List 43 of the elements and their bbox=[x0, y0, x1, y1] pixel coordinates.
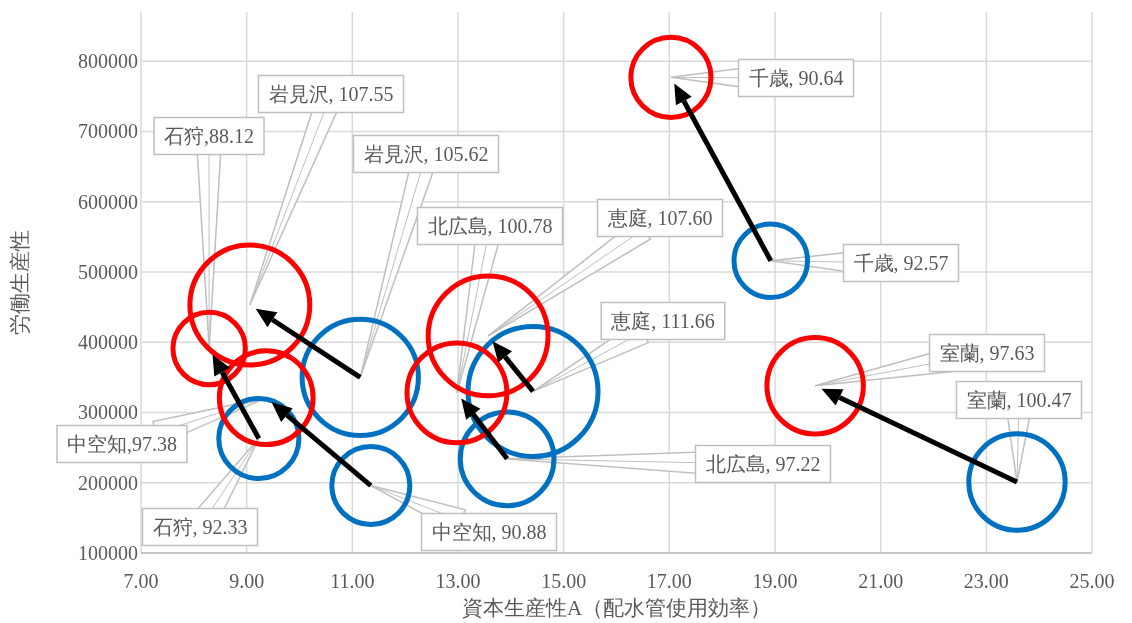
y-tick-label: 800000 bbox=[78, 50, 138, 73]
y-tick-label: 700000 bbox=[78, 120, 138, 143]
annotation: 岩見沢, 105.62 bbox=[363, 143, 489, 165]
annotation: 恵庭, 107.60 bbox=[606, 207, 713, 229]
callout: 恵庭, 111.66 bbox=[532, 301, 726, 393]
y-tick-label: 300000 bbox=[78, 401, 138, 424]
callout: 室蘭, 100.47 bbox=[955, 380, 1083, 483]
x-tick-label: 9.00 bbox=[229, 570, 265, 592]
x-axis-title: 資本生産性A（配水管使用効率） bbox=[461, 596, 772, 620]
x-tick-label: 13.00 bbox=[435, 570, 481, 592]
annotation: 北広島, 100.78 bbox=[427, 215, 553, 237]
annotation: 中空知, 90.88 bbox=[431, 521, 547, 543]
annotation: 石狩,88.12 bbox=[164, 125, 254, 147]
y-tick-label: 600000 bbox=[78, 190, 138, 213]
annotation: 中空知,97.38 bbox=[67, 433, 177, 455]
x-tick-label: 17.00 bbox=[646, 570, 692, 592]
y-axis-title: 労働生産性 bbox=[8, 230, 32, 335]
annotation: 千歳, 90.64 bbox=[748, 67, 844, 89]
x-tick-label: 23.00 bbox=[963, 570, 1009, 592]
annotation: 石狩, 92.33 bbox=[152, 516, 248, 538]
annotation: 北広島, 97.22 bbox=[705, 453, 821, 475]
y-tick-label: 200000 bbox=[78, 471, 138, 494]
callout: 中空知, 90.88 bbox=[370, 484, 558, 552]
annotation: 千歳, 92.57 bbox=[853, 252, 949, 274]
y-tick-label: 400000 bbox=[78, 331, 138, 354]
annotation: 恵庭, 111.66 bbox=[610, 310, 715, 332]
callout: 千歳, 90.64 bbox=[670, 58, 855, 98]
callout: 石狩,88.12 bbox=[153, 116, 265, 350]
callout: 室蘭, 97.63 bbox=[814, 333, 1046, 387]
y-tick-label: 100000 bbox=[78, 542, 138, 564]
x-tick-label: 7.00 bbox=[123, 570, 159, 592]
x-tick-label: 15.00 bbox=[541, 570, 587, 592]
x-tick-label: 19.00 bbox=[752, 570, 798, 592]
callout: 千歳, 92.57 bbox=[770, 243, 960, 283]
x-tick-label: 25.00 bbox=[1069, 570, 1115, 592]
annotation: 岩見沢, 107.55 bbox=[268, 83, 394, 105]
x-tick-label: 11.00 bbox=[330, 570, 375, 592]
y-tick-label: 500000 bbox=[78, 260, 138, 283]
annotation: 室蘭, 97.63 bbox=[939, 342, 1035, 364]
callout: 北広島, 97.22 bbox=[506, 444, 832, 484]
annotation: 室蘭, 100.47 bbox=[966, 389, 1072, 411]
callout: 北広島, 100.78 bbox=[416, 206, 564, 394]
x-tick-label: 21.00 bbox=[858, 570, 904, 592]
